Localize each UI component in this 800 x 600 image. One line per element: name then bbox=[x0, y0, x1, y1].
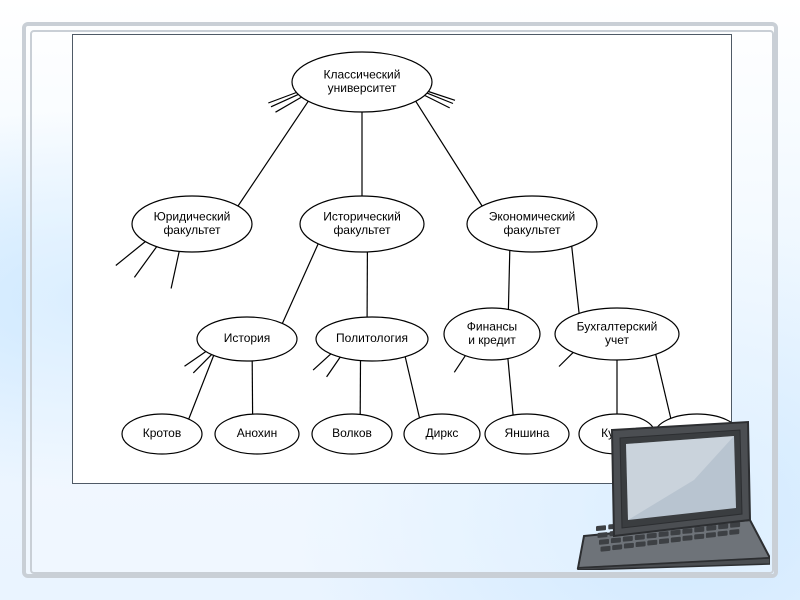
node-fin: Финансыи кредит bbox=[444, 308, 540, 360]
node-acct: Бухгалтерскийучет bbox=[555, 308, 679, 360]
inner-frame: Классическийуниверситет Юридическийфакуль… bbox=[30, 30, 774, 574]
node-dirks: Диркс bbox=[404, 414, 480, 454]
edge bbox=[416, 101, 482, 206]
stub-edge bbox=[116, 242, 146, 266]
node-root: Классическийуниверситет bbox=[292, 52, 432, 112]
edge bbox=[656, 354, 671, 418]
node-label: Юридическийфакультет bbox=[154, 209, 231, 237]
node-law: Юридическийфакультет bbox=[132, 196, 252, 252]
node-label: Яншина bbox=[505, 426, 550, 440]
edge bbox=[572, 246, 579, 313]
laptop-icon bbox=[574, 420, 770, 570]
node-label: Финансыи кредит bbox=[467, 319, 517, 347]
stub-edge bbox=[171, 251, 179, 288]
edge bbox=[238, 101, 308, 206]
node-label: Политология bbox=[336, 331, 408, 345]
nodes-layer: Классическийуниверситет Юридическийфакуль… bbox=[122, 52, 732, 454]
stub-edge bbox=[313, 354, 331, 370]
stub-edge bbox=[327, 357, 341, 377]
node-label: Диркс bbox=[426, 426, 459, 440]
tree-diagram: Классическийуниверситет Юридическийфакуль… bbox=[72, 34, 732, 482]
stub-edge bbox=[193, 355, 211, 373]
edge bbox=[405, 357, 419, 418]
stub-edge bbox=[454, 356, 465, 373]
edge bbox=[508, 250, 509, 309]
node-anokhin: Анохин bbox=[215, 414, 299, 454]
node-yanshina: Яншина bbox=[485, 414, 569, 454]
stub-edge bbox=[559, 352, 573, 366]
edges-layer bbox=[189, 101, 671, 419]
node-history: История bbox=[197, 317, 297, 361]
stub-edge bbox=[134, 247, 156, 278]
node-label: История bbox=[224, 331, 271, 345]
edge bbox=[508, 359, 513, 416]
node-label: Классическийуниверситет bbox=[324, 67, 401, 95]
node-label: Историческийфакультет bbox=[323, 209, 401, 237]
node-polit: Политология bbox=[316, 317, 428, 361]
node-volkov: Волков bbox=[312, 414, 392, 454]
node-econ: Экономическийфакультет bbox=[467, 196, 597, 252]
node-hist: Историческийфакультет bbox=[300, 196, 424, 252]
node-label: Анохин bbox=[237, 426, 278, 440]
node-label: Волков bbox=[332, 426, 372, 440]
outer-frame: Классическийуниверситет Юридическийфакуль… bbox=[22, 22, 778, 578]
node-krotov: Кротов bbox=[122, 414, 202, 454]
edge bbox=[282, 244, 318, 324]
node-label: Кротов bbox=[143, 426, 181, 440]
